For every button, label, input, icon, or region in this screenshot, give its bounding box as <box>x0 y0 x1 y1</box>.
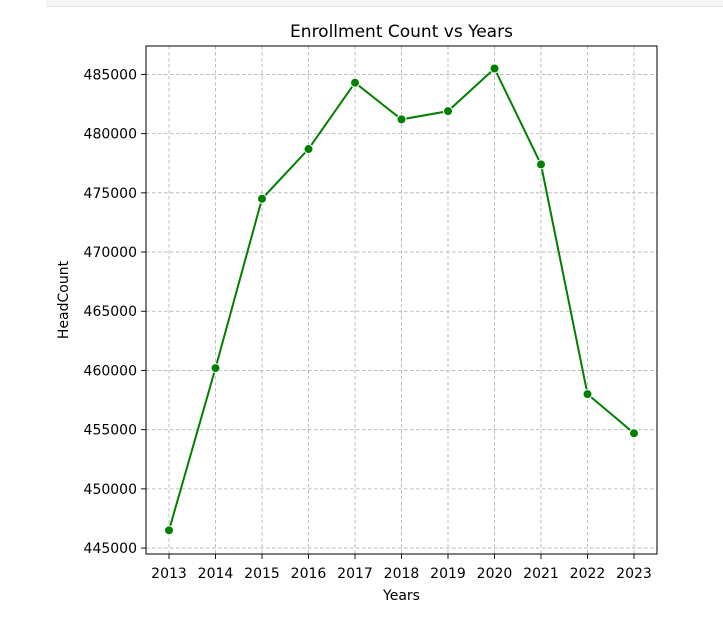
data-point-2013 <box>164 525 174 536</box>
data-point-2016 <box>303 144 314 155</box>
y-tick-label: 460000 <box>84 363 137 379</box>
data-point-2018 <box>396 114 407 125</box>
data-point-2017 <box>350 77 360 88</box>
data-point-2023 <box>629 428 639 439</box>
x-tick-label: 2018 <box>384 566 420 582</box>
x-tick-label: 2019 <box>430 566 466 582</box>
y-axis-label: HeadCount <box>56 260 72 339</box>
y-tick-label: 485000 <box>84 67 137 83</box>
grid <box>146 46 657 554</box>
data-point-2021 <box>536 159 546 170</box>
y-tick-label: 455000 <box>84 423 137 439</box>
y-tick-label: 475000 <box>84 186 137 202</box>
y-tick-label: 480000 <box>84 127 137 143</box>
data-point-2014 <box>210 363 221 374</box>
x-tick-label: 2013 <box>151 566 187 582</box>
x-tick-label: 2021 <box>523 566 559 582</box>
x-tick-label: 2014 <box>198 566 234 582</box>
y-tick-label: 450000 <box>84 482 137 498</box>
output-cell-strip <box>46 0 723 7</box>
data-point-2020 <box>489 63 500 74</box>
data-point-2015 <box>257 193 267 204</box>
y-tick-label: 470000 <box>84 245 137 261</box>
x-tick-label: 2016 <box>291 566 327 582</box>
x-tick-label: 2020 <box>477 566 513 582</box>
y-tick-label: 445000 <box>84 541 137 557</box>
data-point-2022 <box>582 389 593 400</box>
chart-title: Enrollment Count vs Years <box>290 22 513 42</box>
x-tick-label: 2023 <box>616 566 652 582</box>
x-tick-label: 2022 <box>570 566 606 582</box>
axis-ticks: 2013 2014 2015 2016 2017 2018 2019 2020 2021 2022… <box>84 67 652 582</box>
data-point-2019 <box>443 106 453 117</box>
x-tick-label: 2017 <box>337 566 373 582</box>
x-tick-label: 2015 <box>244 566 280 582</box>
series-layer <box>164 63 639 536</box>
x-axis-label: Years <box>382 588 420 604</box>
y-tick-label: 465000 <box>84 304 137 320</box>
